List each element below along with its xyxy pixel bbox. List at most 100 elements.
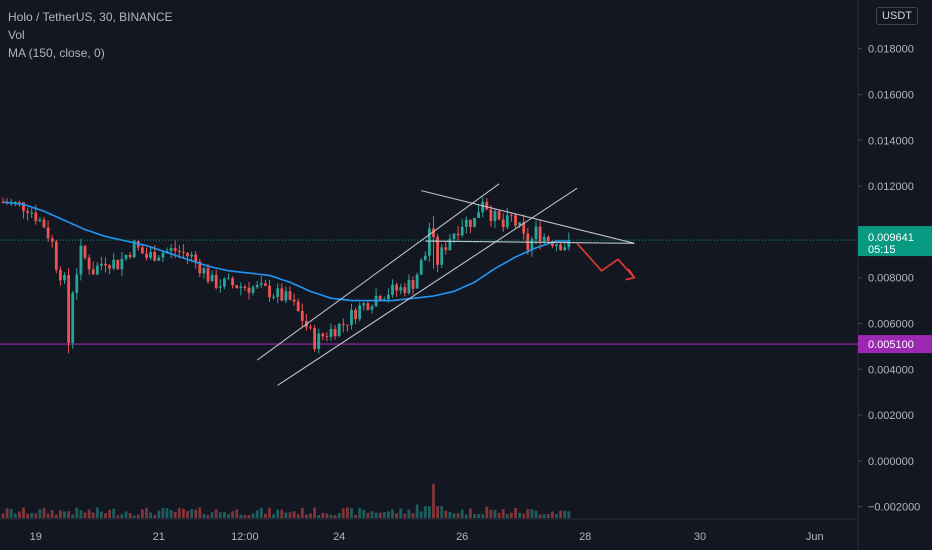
price-axis[interactable]: −0.002000 0.000000 0.002000 0.004000 0.00600…: [858, 44, 920, 514]
volume-bar: [309, 513, 312, 519]
volume-bar: [370, 511, 374, 519]
candle-body: [186, 252, 189, 257]
candle-body: [116, 259, 120, 270]
volume-bar: [255, 510, 259, 519]
volume-bar: [428, 506, 431, 519]
legend-volume[interactable]: Vol: [8, 28, 25, 42]
volume-bar: [79, 510, 83, 519]
volume-bar: [440, 506, 444, 519]
price-tick-label: −0.002000: [868, 502, 920, 514]
volume-bar: [157, 510, 161, 519]
trend-line[interactable]: [425, 240, 635, 244]
volume-bar: [104, 513, 107, 519]
candle-body: [411, 280, 415, 289]
volume-bar: [46, 513, 50, 519]
candle-body: [100, 263, 103, 266]
volume-bar: [141, 509, 144, 519]
trend-line[interactable]: [277, 187, 578, 386]
volume-bar: [518, 512, 521, 519]
volume-bar: [313, 507, 316, 519]
candle-body: [514, 215, 517, 226]
candle-body: [18, 201, 21, 203]
volume-bar: [534, 510, 538, 519]
candle-body: [153, 252, 157, 261]
candle-body: [419, 260, 423, 275]
volume-bar: [34, 513, 38, 519]
volume-bar: [567, 511, 571, 519]
forecast-arrow[interactable]: [576, 242, 635, 279]
candle-body: [391, 284, 394, 295]
volume-bar: [382, 512, 386, 519]
volume-bar: [325, 513, 329, 519]
candle-body: [292, 299, 296, 302]
volume-bar: [514, 507, 517, 519]
candle-body: [436, 236, 439, 265]
volume-bar: [202, 514, 206, 519]
volume-bar: [469, 508, 472, 519]
candle-body: [309, 327, 312, 329]
currency-unit-button[interactable]: USDT: [876, 7, 918, 25]
candle-body: [255, 284, 259, 288]
trend-line[interactable]: [256, 183, 500, 361]
candle-body: [284, 291, 288, 301]
candle-body: [108, 265, 111, 269]
candle-body: [247, 287, 251, 293]
volume-bar: [538, 514, 542, 519]
volume-bar: [489, 509, 493, 519]
candle-body: [272, 296, 275, 298]
candle-body: [161, 252, 165, 258]
volume-bar: [71, 514, 75, 519]
candle-body: [522, 222, 526, 234]
candle-body: [63, 274, 66, 281]
price-tick-label: 0.012000: [868, 181, 914, 193]
candle-body: [30, 212, 34, 214]
candle-body: [444, 247, 448, 251]
candle-body: [157, 257, 161, 261]
candle-body: [354, 309, 357, 320]
candle-body: [313, 327, 316, 349]
volume-bar: [481, 514, 485, 519]
candle-body: [440, 247, 444, 265]
price-tick-label: 0.000000: [868, 456, 914, 468]
volume-bar: [346, 507, 349, 519]
volume-bar: [407, 509, 411, 519]
legend-ma[interactable]: MA (150, close, 0): [8, 46, 105, 60]
candle-body: [469, 219, 472, 228]
candle-body: [428, 228, 431, 256]
volume-bar: [218, 512, 222, 519]
candle-body: [510, 215, 513, 217]
candle-body: [382, 298, 386, 301]
candle-body: [464, 219, 468, 227]
volume-bar: [464, 514, 468, 519]
candle-body: [551, 240, 554, 246]
volume-bar: [13, 513, 17, 519]
volume-bar: [231, 511, 234, 519]
candle-body: [149, 252, 152, 258]
volume-bar: [395, 513, 398, 519]
bar-countdown: 05:15: [868, 244, 896, 256]
trend-line[interactable]: [421, 190, 635, 244]
price-tick-label: 0.002000: [868, 410, 914, 422]
candle-body: [206, 268, 210, 282]
time-axis[interactable]: 19 21 12:00 24 26 28 30 Jun: [30, 531, 824, 543]
volume-bar: [419, 511, 423, 519]
candle-body: [460, 226, 464, 236]
candle-body: [177, 250, 181, 252]
volume-bar: [473, 513, 476, 519]
price-tick-label: 0.008000: [868, 273, 914, 285]
candle-body: [218, 286, 222, 288]
candle-body: [169, 248, 173, 251]
drawings-layer[interactable]: [256, 183, 636, 386]
volume-bar: [415, 504, 419, 519]
volume-bar: [83, 512, 87, 519]
legend-symbol[interactable]: Holo / TetherUS, 30, BINANCE: [8, 10, 173, 24]
candle-body: [341, 323, 345, 325]
volume-bar: [432, 483, 435, 519]
volume-bar: [132, 515, 136, 519]
volume-bar: [292, 511, 296, 519]
candle-body: [337, 323, 341, 337]
volume-bar: [91, 512, 95, 519]
candle-body: [395, 284, 398, 291]
